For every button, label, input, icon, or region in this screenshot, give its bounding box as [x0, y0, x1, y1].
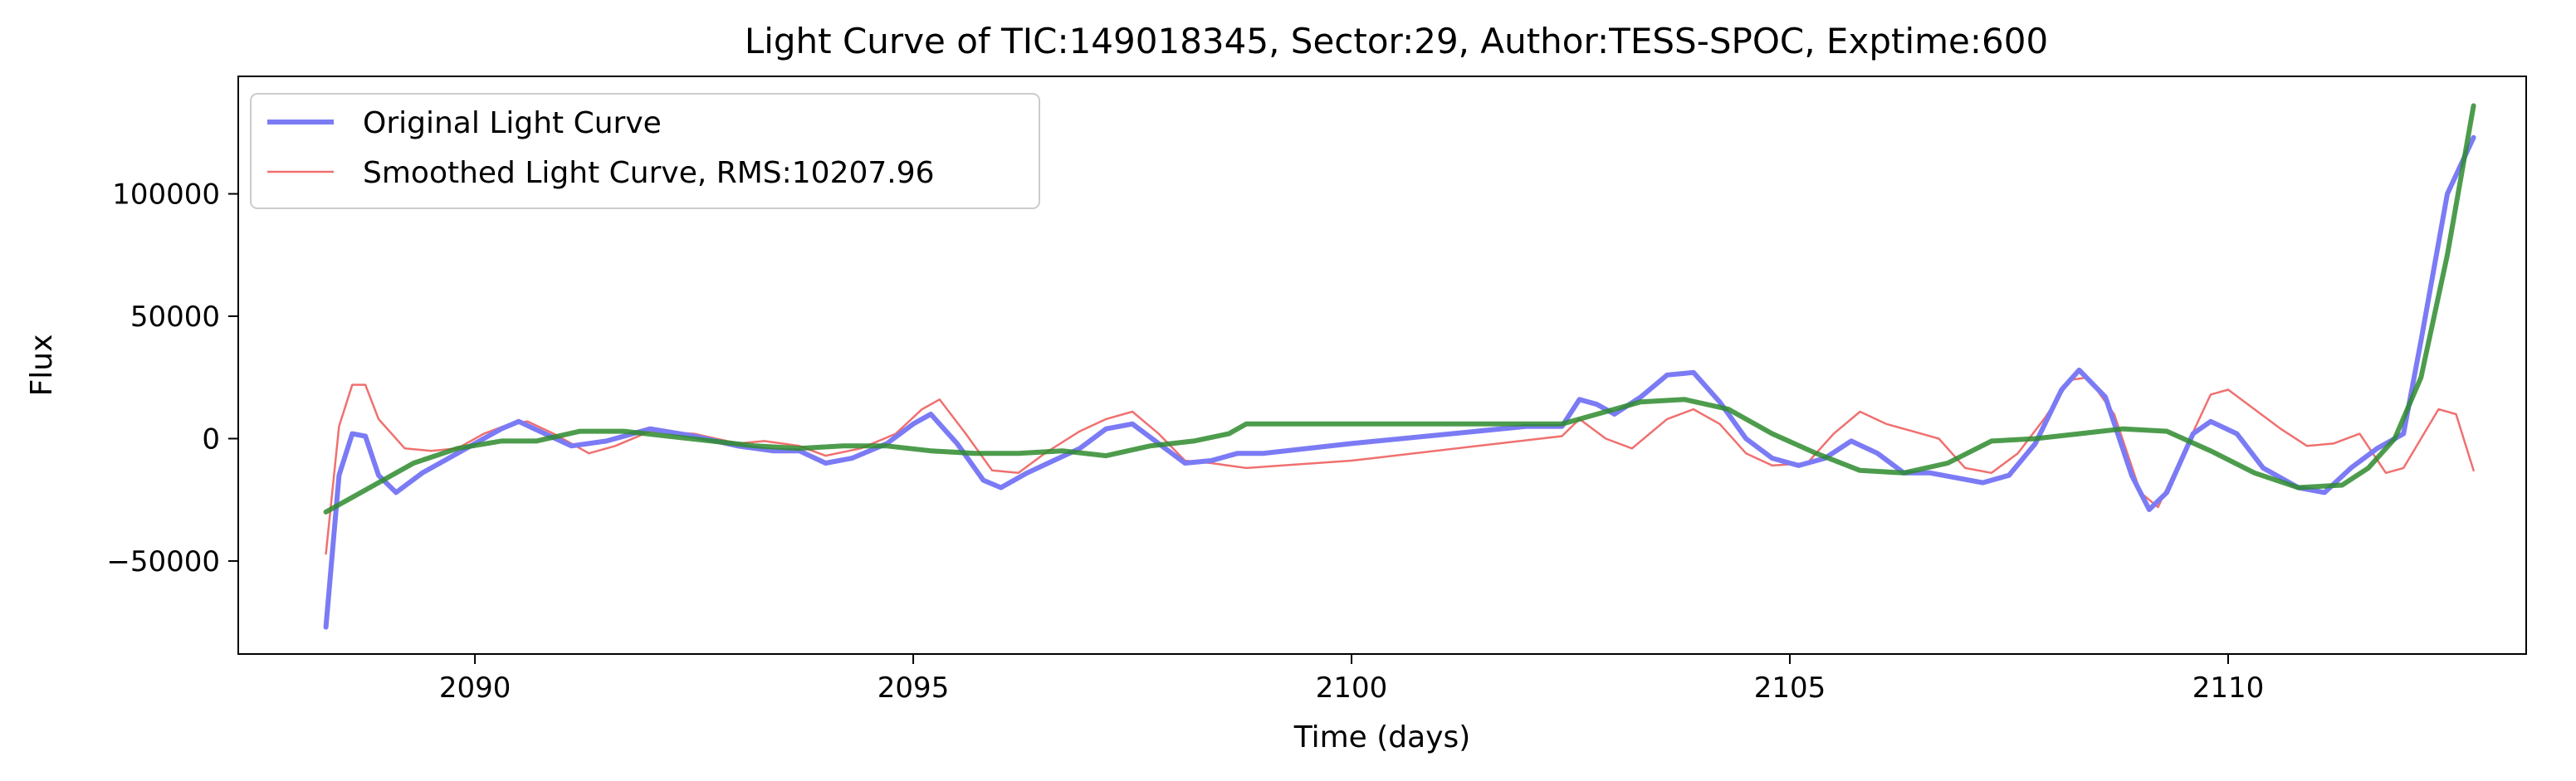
x-axis: 2090 2095 2100 2105 2110: [439, 654, 2264, 705]
y-tick-label: −50000: [106, 545, 220, 578]
y-axis: −50000 0 50000 100000: [106, 178, 238, 578]
legend-label: Smoothed Light Curve, RMS:10207.96: [363, 156, 935, 190]
y-tick-label: 100000: [112, 178, 220, 212]
x-tick-label: 2100: [1316, 671, 1388, 705]
chart-title: Light Curve of TIC:149018345, Sector:29,…: [745, 21, 2048, 61]
legend-label: Original Light Curve: [363, 106, 662, 140]
x-tick-label: 2095: [877, 671, 950, 705]
plot-frame: [237, 76, 2527, 655]
y-tick-label: 0: [202, 422, 220, 456]
x-tick-label: 2090: [439, 671, 511, 705]
x-axis-label: Time (days): [1293, 720, 1471, 754]
y-axis-label: Flux: [25, 334, 59, 397]
legend-box: [250, 93, 1040, 209]
series-layer: [323, 103, 2476, 630]
legend: Original Light Curve Smoothed Light Curve…: [250, 93, 1040, 209]
series-line-trend-line: [323, 103, 2476, 515]
y-tick-label: 50000: [130, 300, 220, 334]
x-tick-label: 2105: [1754, 671, 1826, 705]
series-line-smoothed-light-curve: [325, 376, 2475, 555]
x-tick-label: 2110: [2192, 671, 2265, 705]
